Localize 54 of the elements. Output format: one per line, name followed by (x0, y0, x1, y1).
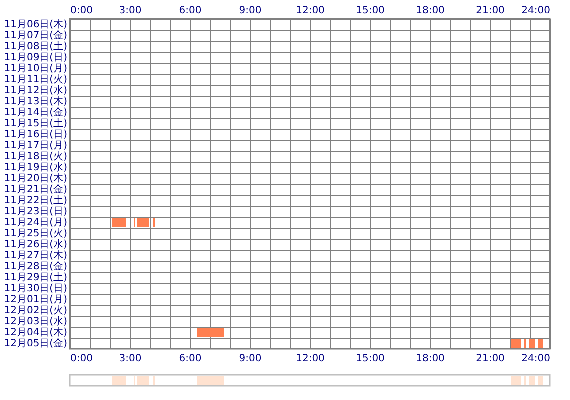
y-tick-label: 11月22日(土) (4, 194, 68, 206)
y-tick-label: 11月28日(金) (4, 260, 68, 272)
x2-tick-label: 6:00 (179, 354, 202, 364)
y-tick-label: 12月04日(木) (4, 326, 68, 338)
y-tick-label: 11月20日(木) (4, 172, 68, 184)
x2-tick-label: 21:00 (476, 354, 505, 364)
y-tick-label: 11月09日(日) (4, 52, 68, 64)
x2-tick-label: 0:00 (70, 354, 93, 364)
x-tick-label: 0:00 (70, 6, 93, 16)
x2-tick-label: 18:00 (416, 354, 445, 364)
y-tick-label: 11月08日(土) (4, 40, 68, 52)
x-tick-label: 21:00 (476, 6, 505, 16)
y-tick-label: 12月02日(火) (4, 304, 68, 316)
bar (197, 376, 224, 386)
x-tick-label: 3:00 (119, 6, 142, 16)
y-tick-label: 12月03日(水) (4, 316, 68, 328)
x-tick-label: 6:00 (179, 6, 202, 16)
y-tick-label: 11月12日(水) (4, 84, 68, 96)
y-tick-label: 11月15日(土) (4, 118, 68, 130)
x2-tick-label: 15:00 (356, 354, 385, 364)
y-tick-label: 11月29日(土) (4, 272, 68, 284)
bar (137, 376, 150, 386)
bar (538, 376, 543, 386)
x2-tick-label: 3:00 (119, 354, 142, 364)
y-tick-label: 11月10日(月) (4, 64, 68, 74)
y-tick-label: 11月16日(日) (4, 130, 68, 140)
x-tick-label: 15:00 (356, 6, 385, 16)
y-tick-label: 11月17日(月) (4, 140, 68, 152)
y-tick-label: 12月01日(月) (4, 294, 68, 306)
x-tick-label: 18:00 (416, 6, 445, 16)
y-tick-label: 11月11日(火) (4, 74, 68, 86)
x-tick-label: 12:00 (296, 6, 325, 16)
x-tick-label: 24:00 (522, 6, 550, 16)
y-tick-label: 11月18日(火) (4, 150, 68, 162)
x2-tick-label: 9:00 (239, 354, 262, 364)
x-tick-label: 9:00 (239, 6, 262, 16)
x2-tick-label: 12:00 (296, 354, 325, 364)
y-tick-label: 11月24日(月) (4, 218, 68, 228)
y-tick-label: 11月14日(金) (4, 106, 68, 118)
y-tick-label: 11月06日(木) (4, 18, 68, 30)
y-tick-label: 11月25日(火) (4, 228, 68, 240)
y-tick-label: 11月27日(木) (4, 250, 68, 262)
bar (112, 376, 126, 386)
y-tick-label: 11月23日(日) (4, 206, 68, 218)
y-tick-label: 12月05日(金) (4, 338, 68, 350)
x2-tick-label: 24:00 (522, 354, 550, 364)
y-tick-label: 11月21日(金) (4, 184, 68, 196)
bar (529, 376, 535, 386)
bar (511, 376, 521, 386)
y-tick-label: 11月19日(水) (4, 162, 68, 174)
y-tick-label: 11月07日(金) (4, 30, 68, 42)
y-tick-label: 11月30日(日) (4, 284, 68, 294)
y-tick-label: 11月13日(木) (4, 96, 68, 108)
y-tick-label: 11月26日(水) (4, 238, 68, 250)
